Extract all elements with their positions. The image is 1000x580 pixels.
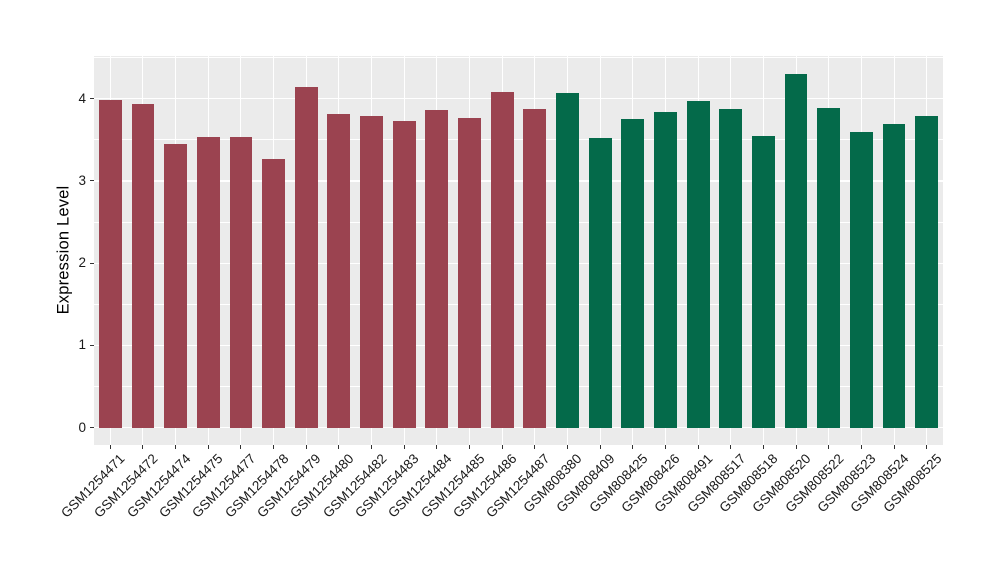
minor-gridline xyxy=(94,303,943,305)
y-tick-label: 2 xyxy=(78,255,86,271)
bar-GSM1254474 xyxy=(164,143,188,428)
y-tick-mark xyxy=(90,180,94,182)
bar-GSM808380 xyxy=(556,92,579,428)
x-tick-mark xyxy=(697,445,699,449)
x-tick-mark xyxy=(730,445,732,449)
y-tick-label: 3 xyxy=(78,172,86,188)
plot-panel xyxy=(94,56,943,445)
bar-GSM1254482 xyxy=(360,115,383,428)
y-tick-label: 0 xyxy=(78,419,86,435)
major-gridline xyxy=(94,427,943,429)
x-tick-mark xyxy=(501,445,503,449)
x-tick-mark xyxy=(534,445,536,449)
x-tick-mark xyxy=(469,445,471,449)
bar-GSM808409 xyxy=(588,138,612,428)
y-tick-mark xyxy=(90,262,94,264)
bar-GSM1254479 xyxy=(294,87,318,428)
x-tick-mark xyxy=(436,445,438,449)
bar-GSM808524 xyxy=(882,124,906,428)
major-gridline xyxy=(94,98,943,100)
bar-GSM1254484 xyxy=(425,110,449,428)
major-gridline xyxy=(94,344,943,347)
bar-GSM1254485 xyxy=(458,118,481,428)
bar-GSM808522 xyxy=(817,107,841,428)
x-tick-mark xyxy=(175,445,177,449)
x-tick-mark xyxy=(828,445,830,449)
x-tick-mark xyxy=(273,445,275,449)
major-gridline xyxy=(94,180,943,182)
bar-GSM1254487 xyxy=(523,109,547,428)
x-tick-mark xyxy=(893,445,895,449)
y-axis-title: Expression Level xyxy=(54,185,73,315)
bar-GSM808525 xyxy=(915,115,939,428)
y-tick-mark xyxy=(90,344,94,346)
y-tick-mark xyxy=(90,98,94,100)
x-tick-mark xyxy=(566,445,568,449)
x-tick-mark xyxy=(403,445,405,449)
minor-gridline xyxy=(94,57,943,58)
bar-GSM1254486 xyxy=(490,92,514,428)
bar-GSM808517 xyxy=(719,108,743,428)
x-tick-mark xyxy=(926,445,928,449)
y-tick-mark xyxy=(90,427,94,429)
x-tick-mark xyxy=(599,445,601,449)
minor-gridline xyxy=(94,386,943,387)
bar-GSM808426 xyxy=(654,111,677,428)
bar-GSM808520 xyxy=(784,74,808,428)
minor-gridline xyxy=(94,221,943,223)
minor-gridline xyxy=(94,139,943,141)
bar-GSM1254471 xyxy=(98,99,122,428)
bar-GSM1254483 xyxy=(392,120,416,428)
y-tick-label: 4 xyxy=(78,90,86,106)
major-gridline xyxy=(94,262,943,264)
x-tick-mark xyxy=(109,445,111,449)
x-tick-mark xyxy=(338,445,340,449)
x-tick-mark xyxy=(142,445,144,449)
bar-GSM1254475 xyxy=(196,136,220,428)
x-tick-mark xyxy=(207,445,209,449)
bar-GSM1254480 xyxy=(327,113,351,428)
bar-GSM808491 xyxy=(686,101,710,428)
bar-GSM1254472 xyxy=(131,104,155,428)
x-tick-mark xyxy=(795,445,797,449)
x-tick-mark xyxy=(632,445,634,449)
bar-GSM808518 xyxy=(751,135,775,428)
x-tick-mark xyxy=(860,445,862,449)
bar-GSM1254477 xyxy=(229,136,253,428)
bar-GSM1254478 xyxy=(262,158,285,428)
y-tick-label: 1 xyxy=(78,337,86,353)
x-tick-mark xyxy=(762,445,764,449)
x-tick-mark xyxy=(240,445,242,449)
x-tick-mark xyxy=(305,445,307,449)
x-tick-mark xyxy=(371,445,373,449)
bar-GSM808425 xyxy=(621,119,645,428)
x-tick-mark xyxy=(664,445,666,449)
bar-GSM808523 xyxy=(849,131,873,428)
